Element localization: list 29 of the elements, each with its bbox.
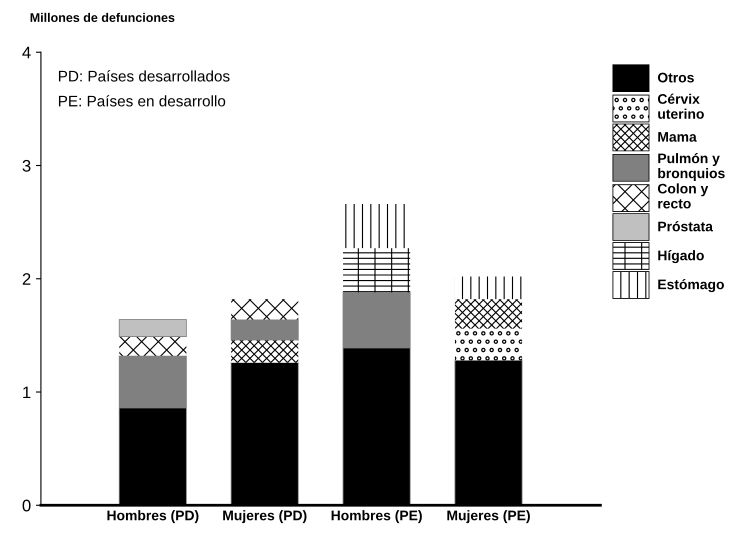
bar: [454, 299, 522, 329]
x-tick-label: Mujeres (PE): [447, 510, 530, 524]
bar: [454, 276, 522, 300]
annotation: PE: Países en desarrollo: [58, 95, 226, 106]
annotation: PD: Países desarrollados: [58, 70, 230, 82]
bar: [343, 204, 410, 248]
legend-label: Próstata: [658, 221, 714, 232]
bar: [230, 319, 299, 340]
y-tick-label: 0: [22, 500, 31, 512]
x-tick-label: Hombres (PD): [107, 510, 198, 524]
y-tick-label: 2: [22, 273, 30, 285]
y-tick-label: 4: [22, 46, 31, 58]
legend-label: Mama: [658, 132, 697, 142]
legend-label: Hígado: [658, 250, 704, 264]
legend-label: Cérvix uterino: [658, 94, 704, 119]
x-tick-label: Mujeres (PD): [223, 510, 306, 524]
legend-label: Colon y recto: [658, 183, 708, 208]
bar: [343, 248, 410, 292]
y-tick-label: 3: [22, 160, 30, 172]
bar: [118, 319, 187, 337]
x-tick-label: Hombres (PE): [332, 510, 422, 524]
bar: [231, 340, 298, 363]
bar: [231, 299, 298, 320]
y-axis-title: Millones de defunciones: [30, 12, 174, 22]
legend-label: Estómago: [658, 278, 724, 292]
legend-label: Otros: [658, 72, 694, 83]
y-tick-label: 1: [23, 386, 30, 398]
legend-label: Pulmón y bronquios: [658, 152, 725, 181]
bar: [119, 336, 186, 356]
